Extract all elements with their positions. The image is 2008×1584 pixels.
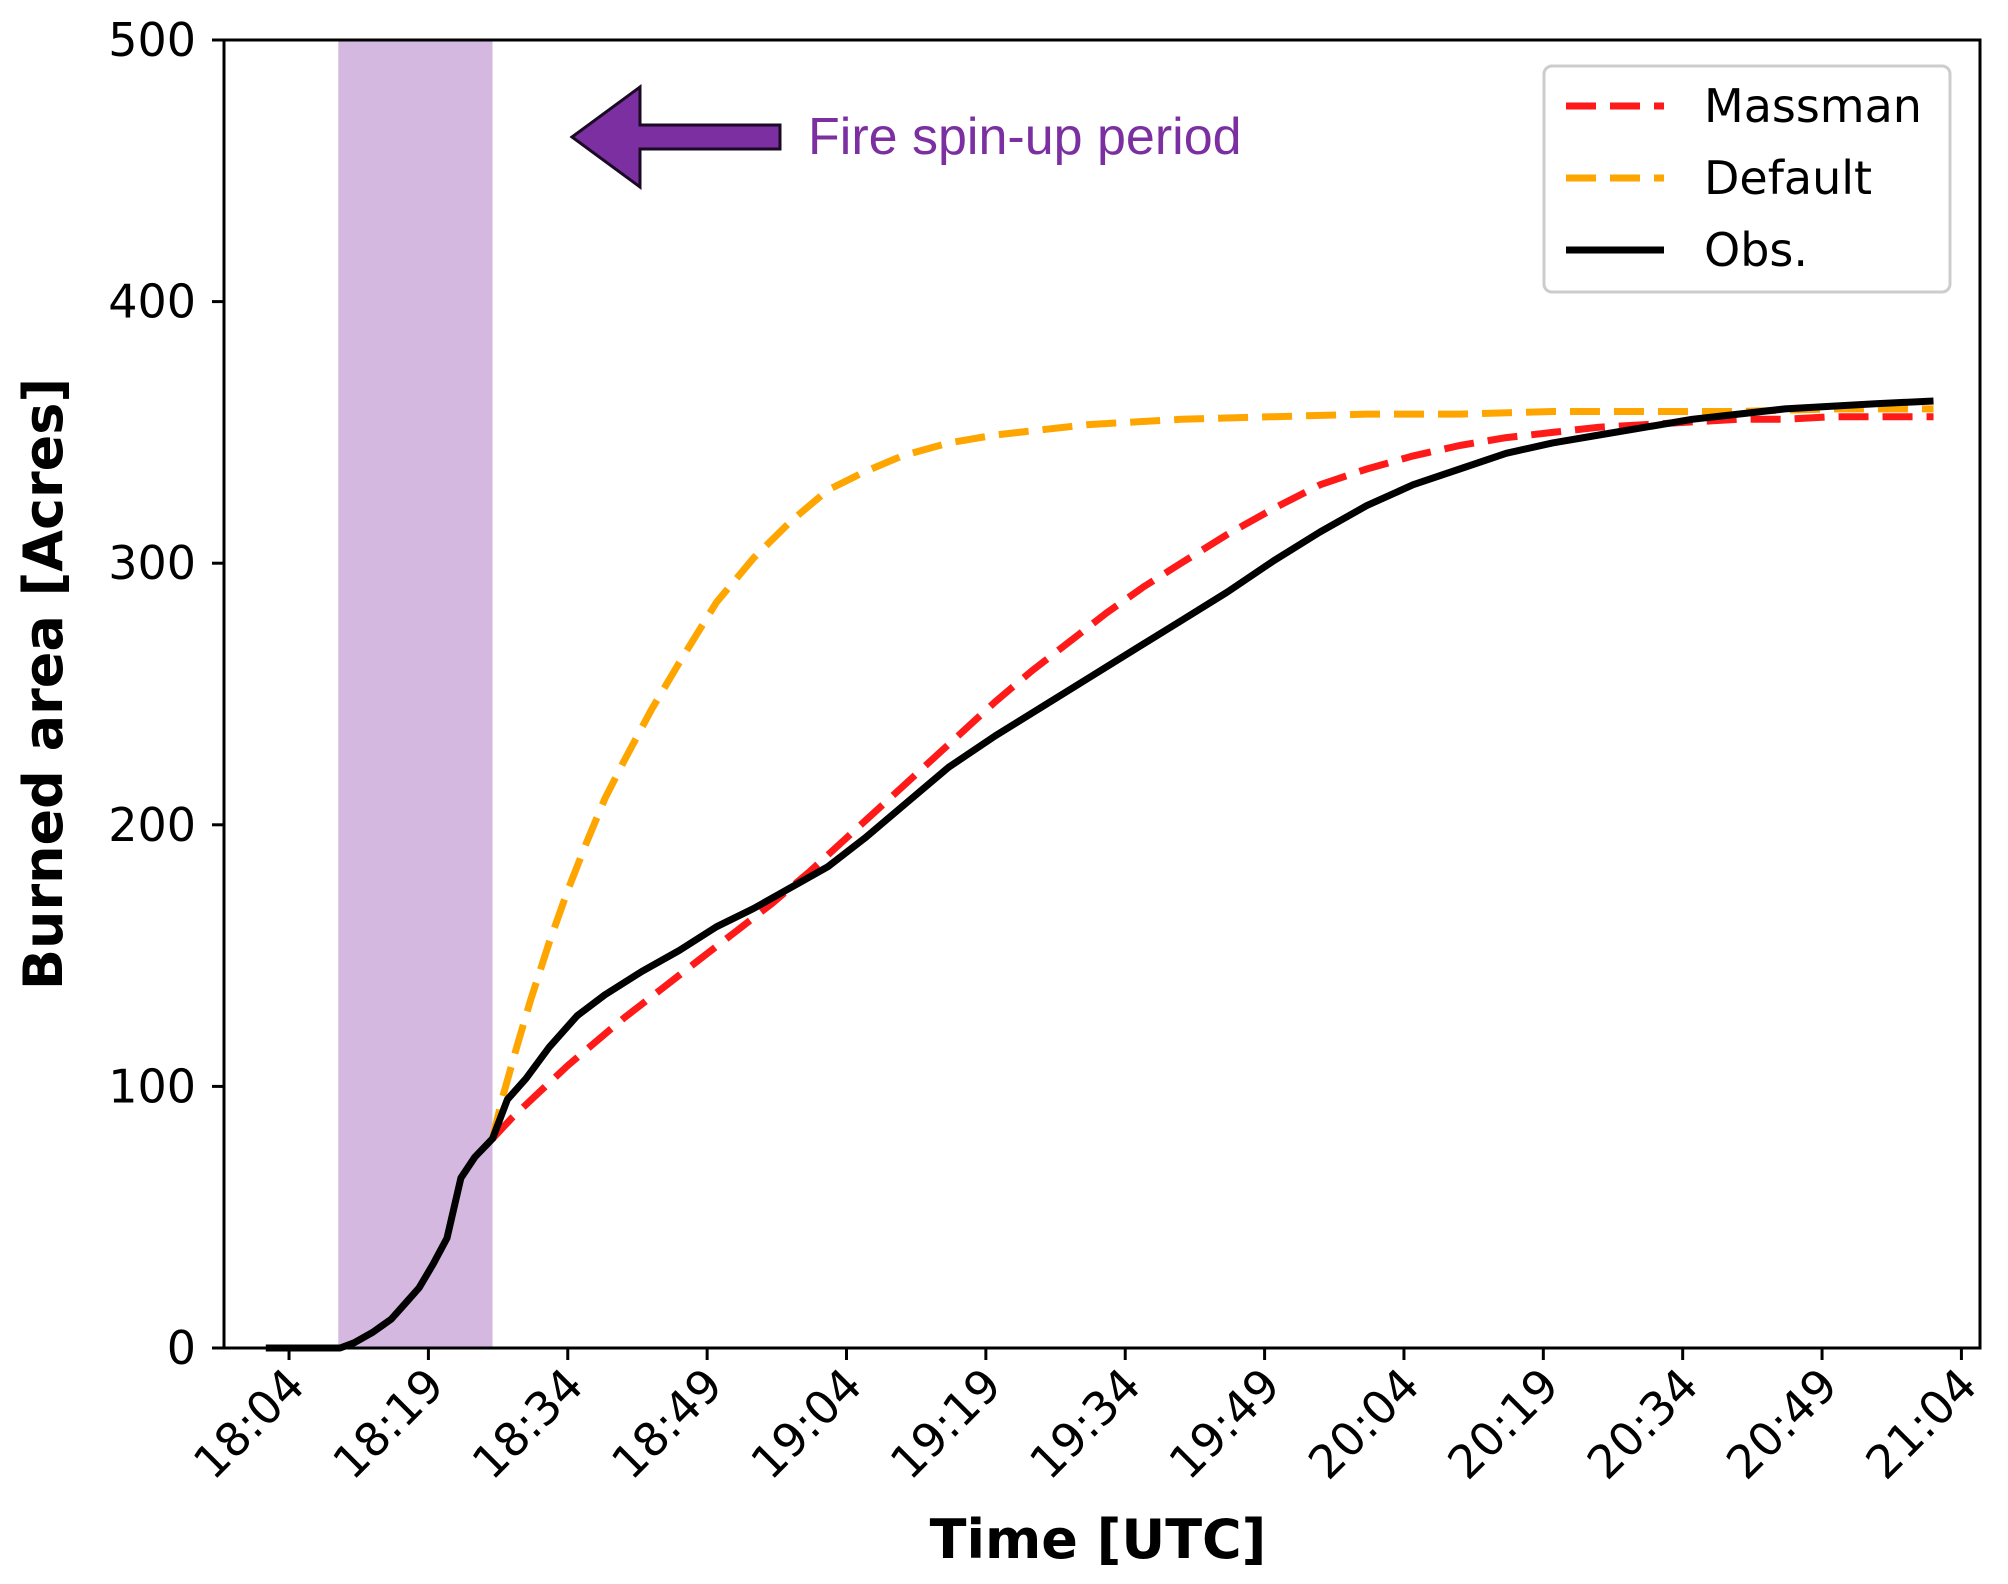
arrow-left-icon — [569, 84, 782, 190]
series-line-default — [489, 405, 1934, 1140]
x-tick-label: 20:19 — [1437, 1358, 1569, 1490]
x-tick-label: 20:04 — [1298, 1358, 1430, 1490]
x-tick-label: 20:49 — [1716, 1358, 1848, 1490]
y-axis-label: Burned area [Acres] — [12, 378, 75, 990]
x-tick-label: 19:49 — [1158, 1358, 1290, 1490]
series-line-massman — [489, 413, 1934, 1142]
y-tick-label: 500 — [108, 13, 196, 67]
y-tick-label: 100 — [108, 1059, 196, 1113]
y-tick-label: 300 — [108, 536, 196, 590]
x-tick-label: 18:34 — [462, 1358, 594, 1490]
x-tick-label: 21:04 — [1855, 1358, 1987, 1490]
x-tick-label: 18:19 — [322, 1358, 454, 1490]
x-tick-label: 19:19 — [880, 1358, 1012, 1490]
annotation-text: Fire spin-up period — [808, 108, 1242, 166]
legend-label-default: Default — [1704, 151, 1872, 205]
spin-up-shaded-region — [338, 40, 493, 1348]
x-tick-label: 18:04 — [183, 1358, 315, 1490]
legend-box — [1542, 64, 1952, 294]
plot-frame — [222, 38, 1982, 1350]
legend-label-massman: Massman — [1704, 79, 1922, 133]
series-line-obs — [265, 397, 1934, 1352]
legend-label-obs: Obs. — [1704, 223, 1808, 277]
x-tick-label: 20:34 — [1577, 1358, 1709, 1490]
x-tick-label: 18:49 — [601, 1358, 733, 1490]
y-tick-label: 0 — [167, 1321, 196, 1375]
y-tick-label: 400 — [108, 275, 196, 329]
x-tick-label: 19:34 — [1019, 1358, 1151, 1490]
x-tick-label: 19:04 — [740, 1358, 872, 1490]
x-axis-label: Time [UTC] — [930, 1508, 1267, 1571]
y-tick-label: 200 — [108, 798, 196, 852]
